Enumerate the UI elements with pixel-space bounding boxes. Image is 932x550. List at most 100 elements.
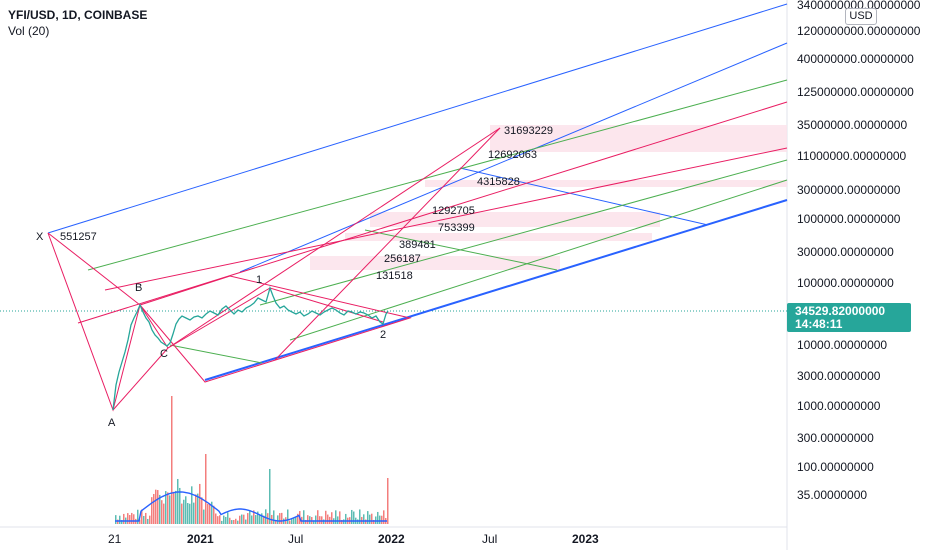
volume-bar xyxy=(223,515,225,524)
volume-bar xyxy=(229,517,231,524)
volume-bar xyxy=(119,515,121,524)
point-c-label: C xyxy=(160,348,168,360)
volume-moving-average xyxy=(115,491,387,522)
volume-bar xyxy=(341,519,343,524)
pitchfork-green xyxy=(87,79,788,364)
volume-bar xyxy=(245,519,247,524)
volume-bar xyxy=(251,515,253,524)
y-tick-label: 35.00000000 xyxy=(797,488,867,502)
target-zone xyxy=(370,212,660,227)
volume-bar xyxy=(327,514,329,524)
volume-bar xyxy=(187,503,189,524)
volume-bar xyxy=(281,512,283,524)
y-tick-label: 300000.00000000 xyxy=(797,245,894,259)
volume-bar xyxy=(387,478,389,524)
volume-bar xyxy=(269,469,271,524)
y-tick-label: 100.00000000 xyxy=(797,460,874,474)
volume-bar xyxy=(189,503,191,524)
y-tick-label: 300.00000000 xyxy=(797,431,874,445)
volume-bar xyxy=(137,509,139,524)
volume-bar xyxy=(193,502,195,524)
volume-bar xyxy=(247,513,249,524)
volume-bar xyxy=(359,509,361,524)
volume-bar xyxy=(131,512,133,524)
point-x-value: 551257 xyxy=(60,231,97,243)
volume-bar xyxy=(209,503,211,524)
volume-bar xyxy=(133,514,135,524)
x-b-leg xyxy=(47,232,141,306)
volume-bar xyxy=(129,515,131,524)
y-tick-label: 100000.00000000 xyxy=(797,276,894,290)
y-tick-label: 1000000.00000000 xyxy=(797,212,901,226)
volume-bar xyxy=(227,512,229,524)
y-tick-label: 11000000.00000000 xyxy=(797,149,907,163)
volume-bar xyxy=(123,513,125,524)
bar-countdown: 14:48:11 xyxy=(795,317,843,331)
fork-line xyxy=(289,179,788,341)
volume-bar xyxy=(167,492,169,524)
volume-bar xyxy=(277,515,279,524)
volume-bar xyxy=(235,518,237,524)
volume-bar xyxy=(239,515,241,524)
x-tick-label: 21 xyxy=(108,532,122,546)
fork-line xyxy=(274,127,501,361)
volume-bar xyxy=(157,490,159,524)
volume-bar xyxy=(307,515,309,524)
harmonic-pattern xyxy=(47,101,788,412)
x-tick-label: Jul xyxy=(482,532,497,546)
volume-bars xyxy=(115,396,389,524)
target-level-label: 12692063 xyxy=(488,149,537,161)
target-level-label: 131518 xyxy=(376,270,413,282)
y-tick-label: 3400000000.00000000 xyxy=(797,0,921,12)
currency-button[interactable]: USD xyxy=(845,8,877,25)
volume-bar xyxy=(291,518,293,524)
volume-bar xyxy=(375,516,377,524)
volume-bar xyxy=(207,503,209,524)
volume-bar xyxy=(263,515,265,524)
volume-bar xyxy=(215,513,217,524)
volume-bar xyxy=(201,497,203,524)
y-tick-label: 35000000.00000000 xyxy=(797,118,907,132)
time-axis[interactable]: 21 2021 Jul 2022 Jul 2023 xyxy=(108,532,599,546)
volume-bar xyxy=(121,520,123,524)
volume-bar xyxy=(279,513,281,524)
volume-bar xyxy=(275,520,277,524)
volume-bar xyxy=(337,516,339,524)
volume-bar xyxy=(305,519,307,524)
fork-line xyxy=(47,3,788,234)
volume-bar xyxy=(317,510,319,524)
volume-bar xyxy=(213,505,215,524)
fork-line xyxy=(259,159,788,306)
y-tick-label: 125000000.00000000 xyxy=(797,85,914,99)
volume-bar xyxy=(351,509,353,524)
volume-bar xyxy=(195,494,197,524)
x-tick-label: 2023 xyxy=(572,532,599,546)
point-2-label: 2 xyxy=(380,329,386,341)
y-tick-label: 3000000.00000000 xyxy=(797,183,901,197)
price-axis[interactable]: 3400000000.00000000 1200000000.00000000 … xyxy=(797,0,921,502)
pitchfork-blue xyxy=(47,3,788,381)
volume-bar xyxy=(179,487,181,524)
volume-indicator-label[interactable]: Vol (20) xyxy=(8,24,50,38)
price-series xyxy=(112,285,389,411)
target-level-label: 4315828 xyxy=(477,176,520,188)
y-tick-label: 400000000.00000000 xyxy=(797,52,914,66)
volume-bar xyxy=(153,493,155,524)
volume-bar xyxy=(273,510,275,524)
fork-line xyxy=(239,42,788,273)
volume-bar xyxy=(165,491,167,524)
symbol-title: YFI/USD, 1D, COINBASE xyxy=(8,8,148,22)
volume-bar xyxy=(159,494,161,524)
volume-bar xyxy=(115,515,117,524)
fork-line xyxy=(169,344,263,364)
volume-bar xyxy=(185,496,187,524)
volume-bar xyxy=(141,509,143,524)
volume-bar xyxy=(231,520,233,524)
volume-bar xyxy=(169,495,171,524)
volume-bar xyxy=(183,499,185,524)
volume-bar xyxy=(353,511,355,524)
volume-bar xyxy=(257,511,259,524)
fork-line xyxy=(364,229,558,271)
y-tick-label: 10000.00000000 xyxy=(797,338,887,352)
